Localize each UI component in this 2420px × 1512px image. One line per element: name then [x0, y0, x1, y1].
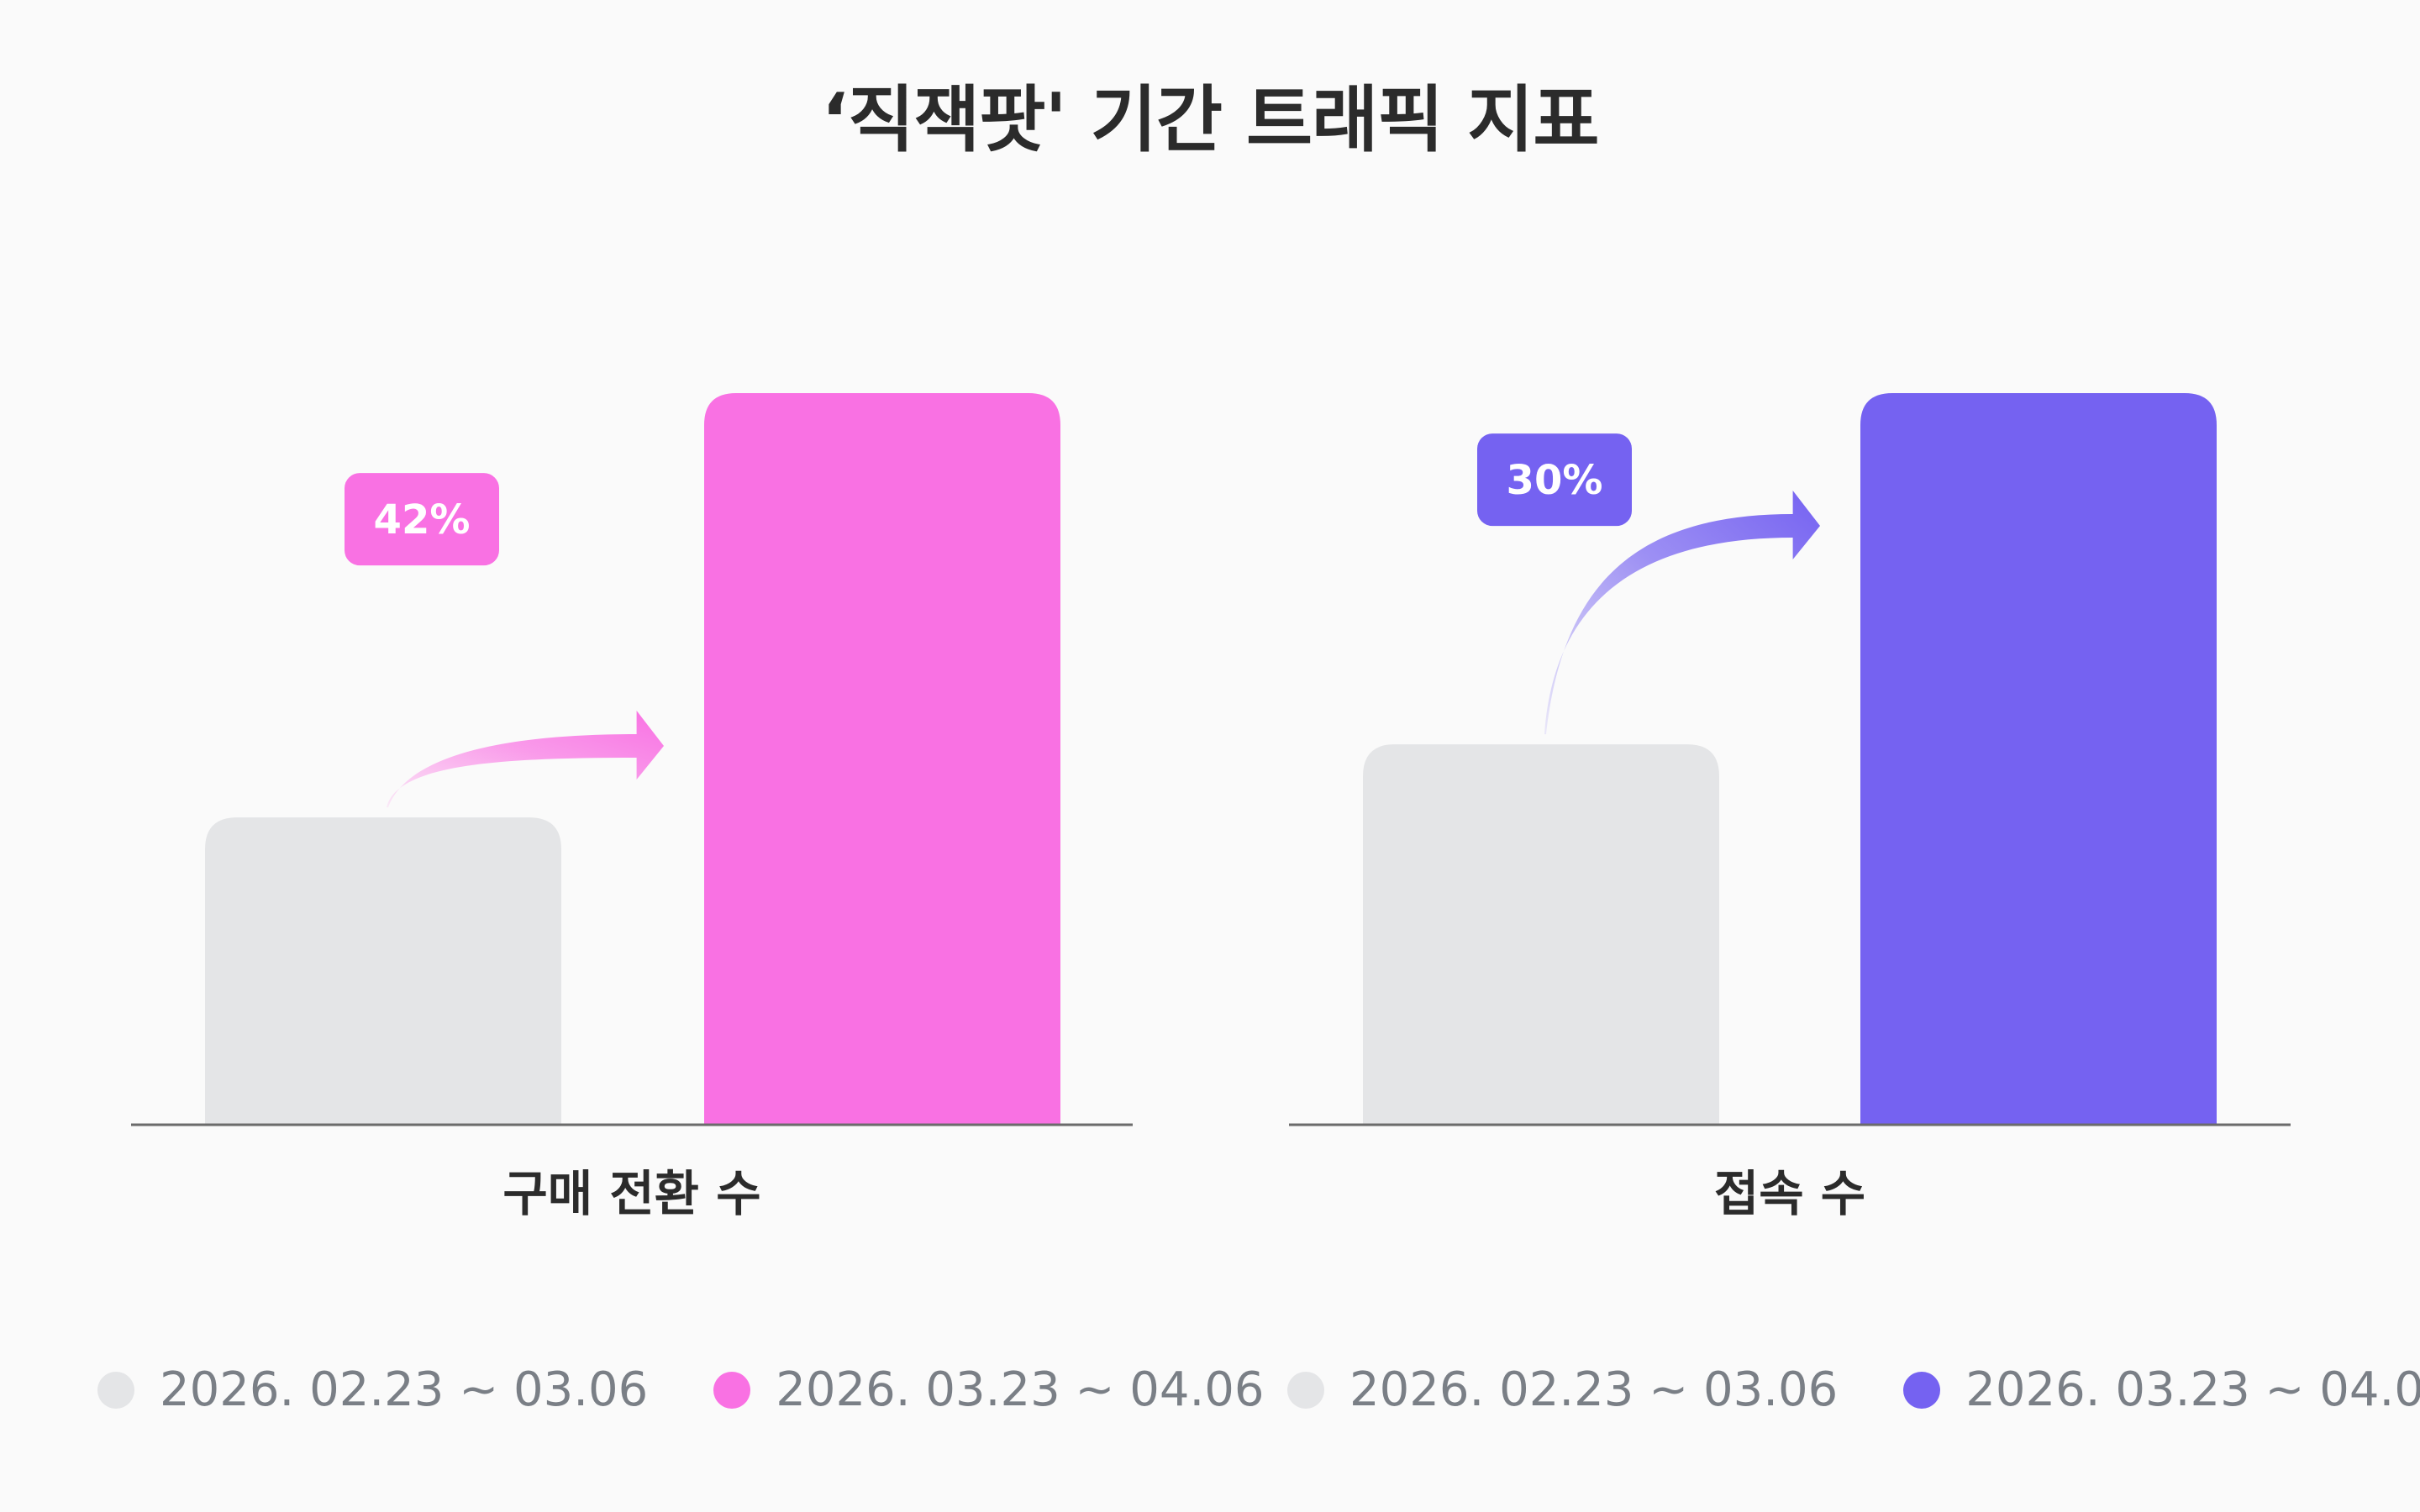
chart-title: ‘직잭팟' 기간 트래픽 지표	[821, 78, 1599, 162]
growth-arrow-icon	[1544, 491, 1820, 735]
legend-dot-pink	[713, 1372, 751, 1409]
legend-label: 2026. 02.23 ~ 03.06	[1349, 1362, 1839, 1417]
chart-subtitle: 구매 전환 수	[502, 1165, 760, 1222]
legend-item-before: 2026. 02.23 ~ 03.06	[1287, 1367, 1838, 1414]
legend-label: 2026. 02.23 ~ 03.06	[160, 1362, 649, 1417]
chart-subtitle: 접속 수	[1714, 1165, 1865, 1222]
legend-dot-purple	[1903, 1372, 1941, 1409]
legend-label: 2026. 03.23 ~ 04.06	[1965, 1362, 2420, 1417]
bar-before	[205, 817, 561, 1125]
change-badge-label: 30%	[1507, 457, 1603, 504]
bar-after	[1860, 393, 2217, 1125]
legend: 2026. 02.23 ~ 03.06 2026. 03.23 ~ 04.06	[1287, 1361, 2420, 1420]
bar-after	[704, 393, 1060, 1125]
legend-item-before: 2026. 02.23 ~ 03.06	[97, 1367, 648, 1414]
change-badge	[345, 473, 499, 566]
legend-label: 2026. 03.23 ~ 04.06	[776, 1362, 1265, 1417]
chart-purchase-conversions: 42% 구매 전환 수	[131, 393, 1133, 1222]
legend-dot-gray	[1287, 1372, 1324, 1409]
legend: 2026. 02.23 ~ 03.06 2026. 03.23 ~ 04.06	[97, 1361, 1265, 1420]
chart-visits: 30% 접속 수	[1289, 393, 2291, 1222]
legend-item-after: 2026. 03.23 ~ 04.06	[713, 1362, 1265, 1417]
bar-before	[1363, 744, 1719, 1125]
growth-arrow-icon	[387, 711, 664, 808]
change-badge-label: 42%	[374, 496, 471, 543]
legend-dot-gray	[97, 1372, 134, 1409]
legend-item-after: 2026. 03.23 ~ 04.06	[1903, 1367, 2420, 1414]
change-badge	[1477, 433, 1632, 527]
